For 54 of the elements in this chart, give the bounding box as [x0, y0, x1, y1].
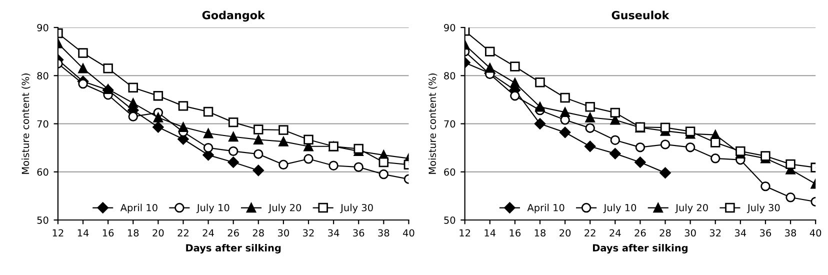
legend-label: July 30 [746, 204, 780, 214]
x-tick-label: 28 [252, 229, 264, 237]
x-axis-title: Days after silking [593, 244, 688, 254]
x-tick-label: 16 [510, 229, 521, 237]
y-tick-label: 60 [444, 168, 456, 176]
x-tick-label: 26 [228, 229, 239, 237]
x-tick-label: 22 [584, 229, 596, 236]
x-tick-label: 38 [378, 229, 390, 237]
chart-title: Godangok [202, 10, 266, 22]
x-tick-label: 14 [484, 229, 496, 236]
x-tick-label: 40 [810, 229, 822, 237]
chart-title: Guseulok [612, 10, 670, 20]
legend-label: July 20 [675, 204, 708, 214]
y-tick-label: 80 [444, 72, 456, 80]
x-tick-label: 30 [684, 229, 696, 237]
x-tick-label: 14 [78, 229, 89, 236]
y-tick-label: 50 [444, 216, 456, 224]
x-tick-label: 28 [660, 229, 671, 237]
x-tick-label: 34 [734, 229, 746, 237]
x-tick-label: 12 [52, 229, 64, 236]
y-tick-label: 90 [37, 24, 48, 32]
x-tick-label: 20 [560, 229, 571, 237]
y-axis-title: Moisture content (%) [22, 74, 30, 174]
legend-label: April 10 [120, 204, 158, 214]
x-tick-label: 30 [278, 229, 289, 237]
x-axis-title: Days after silking [186, 244, 281, 254]
x-tick-label: 24 [202, 229, 214, 236]
legend-label: July 10 [603, 204, 636, 214]
y-axis-title: Moisture content (%) [428, 74, 438, 174]
y-tick-label: 70 [444, 120, 456, 128]
x-tick-label: 32 [303, 229, 314, 237]
legend-label: April 10 [527, 204, 564, 214]
x-tick-label: 32 [710, 229, 721, 237]
y-tick-label: 50 [37, 216, 48, 224]
x-tick-label: 12 [460, 229, 470, 236]
y-tick-label: 60 [37, 168, 48, 176]
x-tick-label: 18 [534, 229, 546, 237]
x-tick-label: 24 [610, 229, 621, 236]
x-tick-label: 38 [785, 229, 796, 237]
x-tick-label: 34 [328, 229, 340, 237]
x-tick-label: 36 [353, 229, 364, 237]
legend-label: July 20 [268, 204, 302, 214]
x-tick-label: 20 [152, 229, 164, 237]
x-tick-label: 40 [403, 229, 414, 237]
x-tick-label: 16 [102, 229, 114, 237]
legend-label: July 10 [196, 204, 230, 214]
legend-label: July 30 [340, 204, 373, 214]
y-tick-label: 70 [37, 120, 48, 128]
x-tick-label: 22 [178, 229, 188, 236]
x-tick-label: 18 [128, 229, 139, 237]
x-tick-label: 36 [760, 229, 772, 237]
x-tick-label: 26 [634, 229, 646, 237]
y-tick-label: 90 [444, 24, 456, 32]
y-tick-label: 80 [37, 72, 48, 80]
